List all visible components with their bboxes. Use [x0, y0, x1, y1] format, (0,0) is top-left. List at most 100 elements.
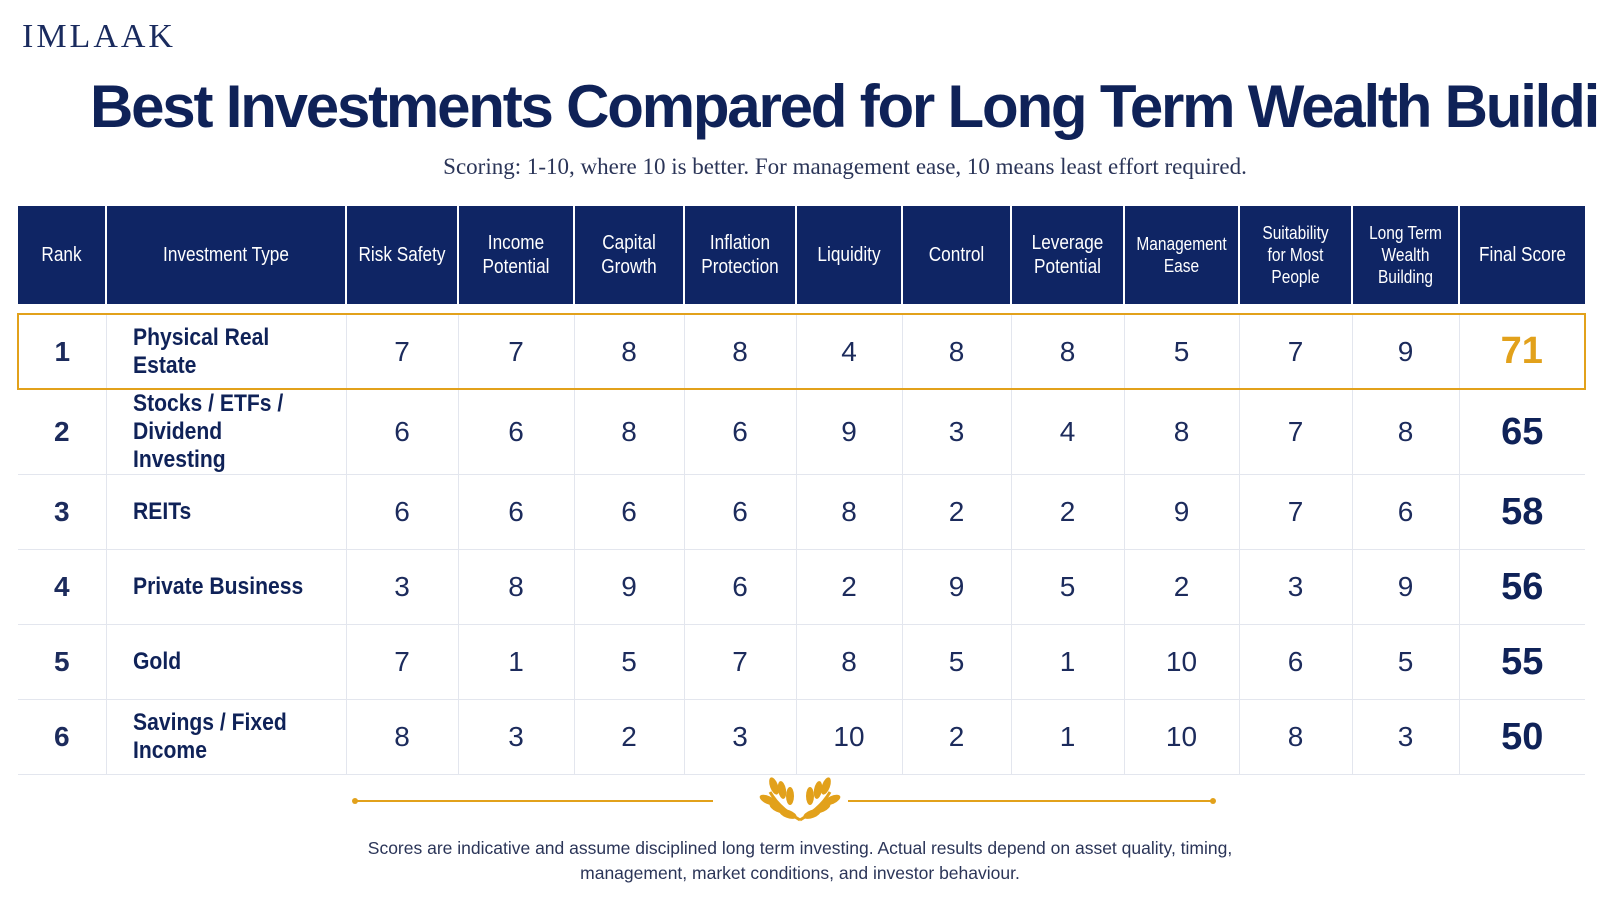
- final-score-cell: 65: [1459, 389, 1585, 475]
- score-cell: 6: [458, 474, 575, 550]
- score-cell: 6: [684, 389, 797, 475]
- score-cell: 2: [574, 699, 685, 775]
- score-cell: 7: [346, 313, 459, 390]
- rank-cell: 3: [18, 474, 107, 550]
- score-cell: 8: [458, 549, 575, 625]
- final-score-cell: 71: [1459, 313, 1586, 390]
- score-cell: 5: [902, 624, 1012, 700]
- score-cell: 8: [1352, 389, 1460, 475]
- score-cell: 2: [1011, 474, 1125, 550]
- investment-type-cell: Stocks / ETFs / Dividend Investing: [106, 389, 347, 475]
- score-cell: 8: [574, 313, 685, 390]
- header-long-term-wealth: Long Term Wealth Building: [1352, 206, 1460, 304]
- table-body: 1 Physical Real Estate 7 7 8 8 4 8 8 5 7 9 71 2 Stocks…: [17, 304, 1586, 775]
- score-cell: 2: [902, 474, 1012, 550]
- header-income-potential: Income Potential: [458, 206, 575, 304]
- divider-right: [848, 798, 1216, 804]
- score-cell: 8: [346, 699, 459, 775]
- score-cell: 6: [346, 389, 459, 475]
- score-cell: 2: [1124, 549, 1240, 625]
- header-capital-growth: Capital Growth: [574, 206, 685, 304]
- score-cell: 4: [796, 313, 903, 390]
- brand-logo: IMLAAK: [22, 18, 176, 55]
- investment-type-cell: Private Business: [106, 549, 347, 625]
- score-cell: 9: [796, 389, 903, 475]
- investment-type-cell: Physical Real Estate: [106, 313, 347, 390]
- score-cell: 5: [1352, 624, 1460, 700]
- table-row: 5 Gold 7 1 5 7 8 5 1 10 6 5 55: [18, 624, 1585, 700]
- score-cell: 6: [1239, 624, 1353, 700]
- score-cell: 1: [1011, 624, 1125, 700]
- header-final-score: Final Score: [1459, 206, 1585, 304]
- score-cell: 7: [1239, 474, 1353, 550]
- score-cell: 3: [684, 699, 797, 775]
- score-cell: 8: [902, 313, 1012, 390]
- header-management-ease: Management Ease: [1124, 206, 1240, 304]
- score-cell: 9: [902, 549, 1012, 625]
- score-cell: 5: [574, 624, 685, 700]
- rank-cell: 4: [18, 549, 107, 625]
- score-cell: 8: [1011, 313, 1125, 390]
- score-cell: 1: [1011, 699, 1125, 775]
- final-score-cell: 55: [1459, 624, 1585, 700]
- score-cell: 8: [1239, 699, 1353, 775]
- header-leverage-potential: Leverage Potential: [1011, 206, 1125, 304]
- score-cell: 8: [796, 624, 903, 700]
- score-cell: 5: [1124, 313, 1240, 390]
- score-cell: 4: [1011, 389, 1125, 475]
- score-cell: 7: [1239, 389, 1353, 475]
- score-cell: 2: [796, 549, 903, 625]
- score-cell: 9: [1352, 313, 1460, 390]
- investment-type-cell: REITs: [106, 474, 347, 550]
- investment-type-cell: Savings / Fixed Income: [106, 699, 347, 775]
- score-cell: 7: [684, 624, 797, 700]
- investment-type-label: Physical Real Estate: [132, 323, 269, 379]
- header-investment-type: Investment Type: [106, 206, 347, 304]
- header-inflation-protection: Inflation Protection: [684, 206, 797, 304]
- laurel-icon: [759, 777, 841, 822]
- score-cell: 3: [1352, 699, 1460, 775]
- divider-left: [352, 798, 713, 804]
- header-rank: Rank: [18, 206, 107, 304]
- score-cell: 5: [1011, 549, 1125, 625]
- score-cell: 3: [458, 699, 575, 775]
- score-cell: 6: [684, 474, 797, 550]
- final-score-cell: 50: [1459, 699, 1585, 775]
- investment-type-label: Savings / Fixed Income: [132, 709, 287, 764]
- score-cell: 1: [458, 624, 575, 700]
- rank-cell: 1: [17, 313, 107, 390]
- investment-type-label: Private Business: [132, 573, 303, 600]
- score-cell: 9: [1352, 549, 1460, 625]
- score-cell: 3: [346, 549, 459, 625]
- table-row: 2 Stocks / ETFs / Dividend Investing 6 6 8 6 9…: [18, 389, 1585, 475]
- investment-type-label: Gold: [132, 648, 181, 675]
- table-row: 1 Physical Real Estate 7 7 8 8 4 8 8 5 7 9 71: [17, 313, 1586, 390]
- rank-cell: 2: [18, 389, 107, 475]
- score-cell: 6: [1352, 474, 1460, 550]
- score-cell: 8: [796, 474, 903, 550]
- table-row: 3 REITs 6 6 6 6 8 2 2 9 7 6 58: [18, 474, 1585, 550]
- rank-cell: 5: [18, 624, 107, 700]
- score-cell: 8: [1124, 389, 1240, 475]
- score-cell: 10: [796, 699, 903, 775]
- header-suitability: Suitability for Most People: [1239, 206, 1353, 304]
- score-cell: 6: [346, 474, 459, 550]
- table-header-row: Rank Investment Type Risk Safety Income …: [18, 206, 1585, 304]
- score-cell: 7: [346, 624, 459, 700]
- score-cell: 3: [1239, 549, 1353, 625]
- comparison-table: Rank Investment Type Risk Safety Income …: [17, 206, 1586, 775]
- score-cell: 10: [1124, 699, 1240, 775]
- rank-cell: 6: [18, 699, 107, 775]
- score-cell: 7: [458, 313, 575, 390]
- investment-type-label: Stocks / ETFs / Dividend Investing: [132, 390, 283, 473]
- score-cell: 3: [902, 389, 1012, 475]
- header-risk-safety: Risk Safety: [346, 206, 459, 304]
- header-control: Control: [902, 206, 1012, 304]
- page-title: Best Investments Compared for Long Term …: [90, 73, 1600, 140]
- score-cell: 10: [1124, 624, 1240, 700]
- score-cell: 2: [902, 699, 1012, 775]
- header-liquidity: Liquidity: [796, 206, 903, 304]
- score-cell: 6: [574, 474, 685, 550]
- investment-type-cell: Gold: [106, 624, 347, 700]
- page-subtitle: Scoring: 1-10, where 10 is better. For m…: [443, 154, 1247, 179]
